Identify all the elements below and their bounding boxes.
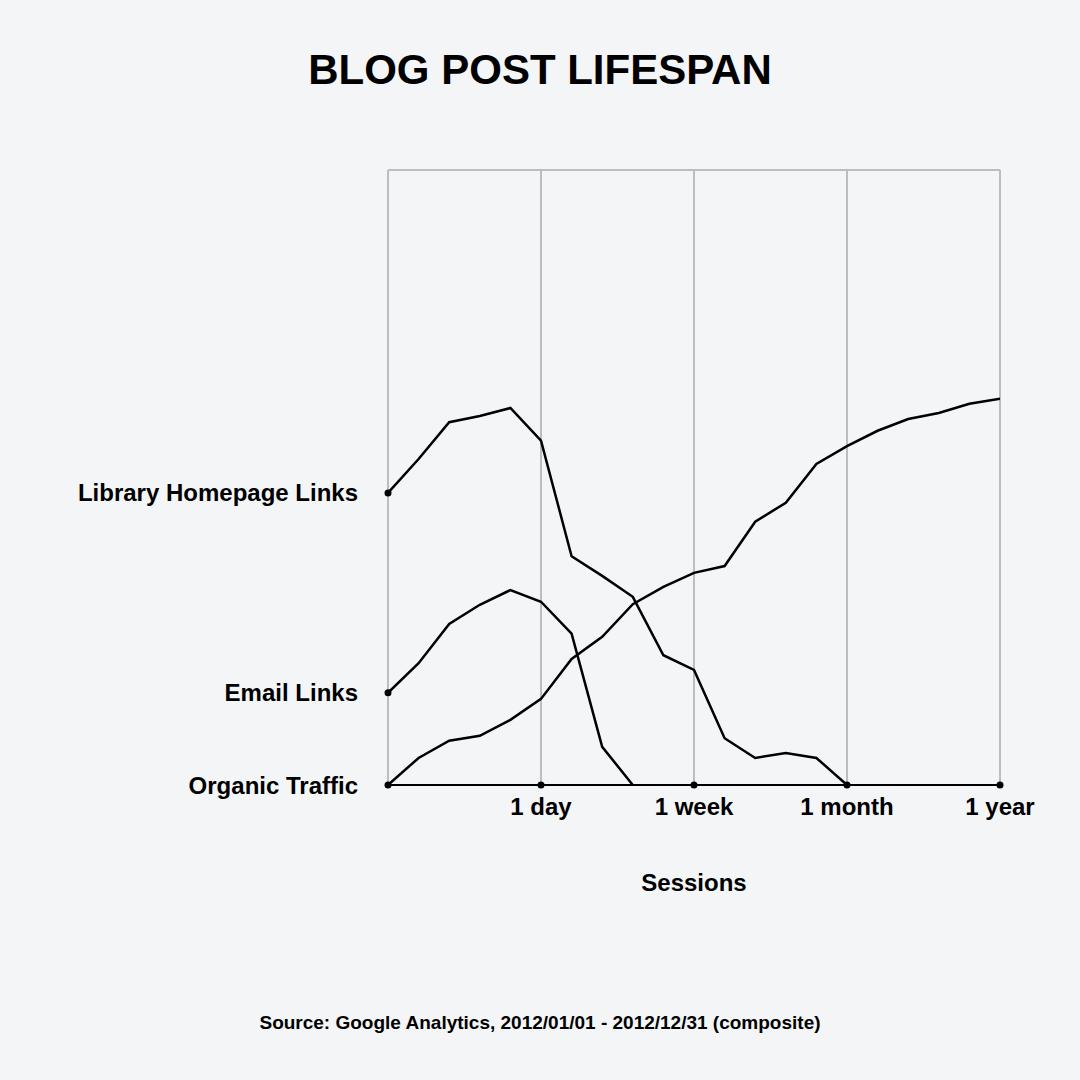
html-text:Source: Google Analytics, 2012: Source: Google Analytics, 2012/01/01 - 2…	[259, 1012, 821, 1033]
svg-text:1 day: 1 day	[510, 793, 572, 820]
svg-text:Organic Traffic: Organic Traffic	[189, 772, 358, 799]
svg-text:Library Homepage Links: Library Homepage Links	[78, 479, 358, 506]
svg-text:1 year: 1 year	[965, 793, 1034, 820]
html-text:BLOG POST LIFESPAN: BLOG POST LIFESPAN	[308, 46, 772, 93]
svg-text:1 week: 1 week	[655, 793, 734, 820]
svg-text:Email Links: Email Links	[225, 679, 358, 706]
svg-text:1 month: 1 month	[800, 793, 893, 820]
html-text:Sessions: Sessions	[641, 869, 747, 896]
